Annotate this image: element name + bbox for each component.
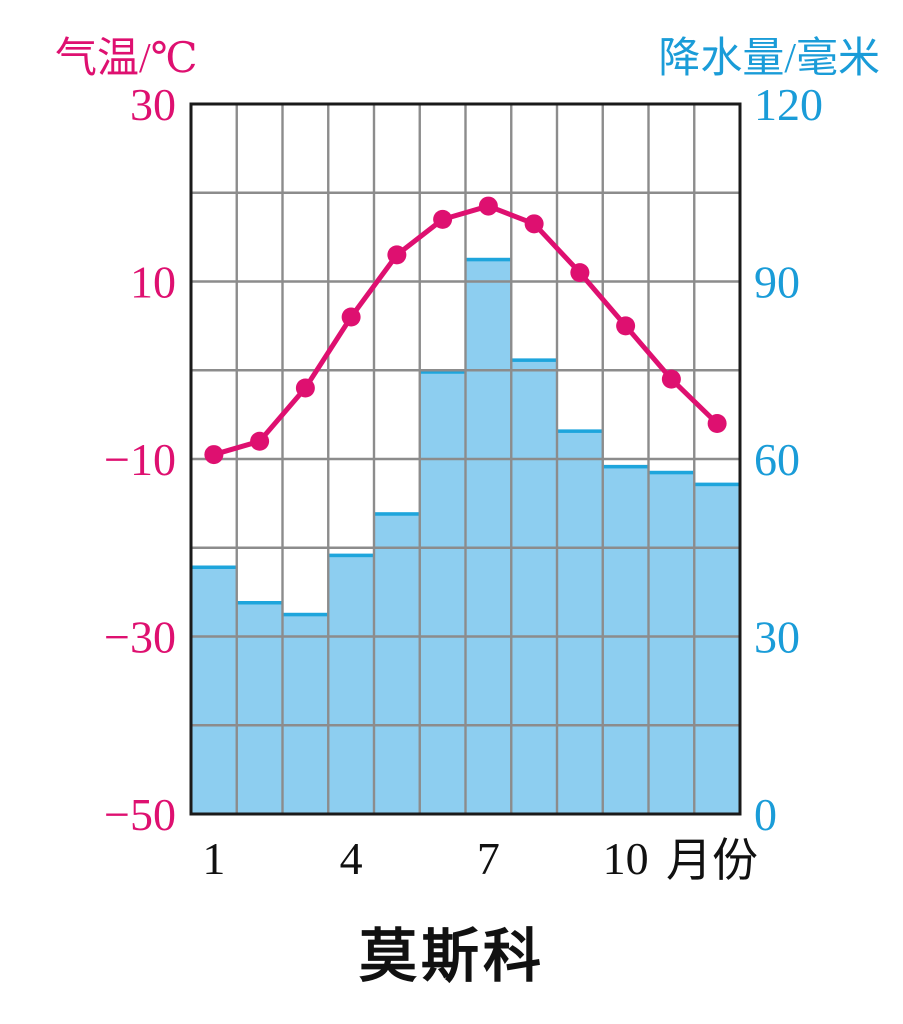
right-axis-tick-label: 30 xyxy=(754,612,800,663)
left-axis-tick-label: −30 xyxy=(104,612,176,663)
precip-bar-month-1 xyxy=(191,565,237,814)
temperature-point-month-12 xyxy=(707,414,727,433)
grid-lines xyxy=(191,104,740,814)
precip-bar-month-8 xyxy=(511,358,557,814)
temperature-point-month-9 xyxy=(570,263,590,283)
x-axis-tick-labels: 1 4 7 10 xyxy=(202,833,648,884)
temperature-point-month-8 xyxy=(524,214,544,234)
precip-bar-month-12 xyxy=(694,482,740,814)
temperature-point-month-3 xyxy=(295,378,315,398)
right-axis-tick-label: 90 xyxy=(754,257,800,308)
temperature-polyline xyxy=(211,203,720,458)
precip-bar-top-month-4 xyxy=(328,553,374,558)
right-axis-tick-label: 60 xyxy=(754,434,800,485)
temperature-line xyxy=(204,196,727,465)
precip-bar-month-10 xyxy=(602,464,649,814)
right-axis-title: 降水量/毫米 xyxy=(658,35,880,82)
plot-border xyxy=(189,102,742,816)
precip-bar-top-month-10 xyxy=(602,464,649,469)
precipitation-bars xyxy=(191,257,740,814)
precip-bar-top-month-11 xyxy=(648,470,695,475)
x-axis-tick-label: 4 xyxy=(340,833,363,884)
right-axis-tick-labels: 120 90 60 30 0 xyxy=(754,79,823,840)
precip-bar-top-month-12 xyxy=(694,482,740,487)
x-axis-tick-label: 7 xyxy=(477,833,500,884)
precip-bar-month-7 xyxy=(465,257,512,814)
temperature-point-month-11 xyxy=(661,369,681,389)
right-axis-tick-label: 120 xyxy=(754,79,823,130)
temperature-point-month-4 xyxy=(341,307,361,327)
temperature-point-month-2 xyxy=(250,431,270,451)
precip-bar-month-2 xyxy=(236,601,283,814)
right-axis-tick-label: 0 xyxy=(754,789,777,840)
temperature-point-month-1 xyxy=(204,445,224,465)
x-axis-tick-label: 10 xyxy=(603,833,649,884)
precip-bar-top-month-3 xyxy=(282,612,329,617)
left-axis-tick-label: 30 xyxy=(130,79,176,130)
left-axis-tick-label: 10 xyxy=(130,257,176,308)
chart-title: 莫斯科 xyxy=(359,924,545,989)
left-axis-title: 气温/℃ xyxy=(55,36,198,82)
x-axis-tick-label: 1 xyxy=(202,833,225,884)
left-axis-tick-label: −10 xyxy=(104,434,176,485)
precip-bar-month-11 xyxy=(648,470,695,814)
precip-bar-month-9 xyxy=(557,429,603,814)
precip-bar-top-month-2 xyxy=(236,601,283,605)
precip-bar-month-6 xyxy=(419,370,466,814)
left-axis-tick-label: −50 xyxy=(104,789,176,840)
precip-bar-month-5 xyxy=(374,512,420,814)
x-axis-title: 月份 xyxy=(666,835,758,886)
precip-bar-month-3 xyxy=(282,612,329,814)
temperature-point-month-6 xyxy=(433,209,453,229)
left-axis-tick-labels: 30 10 −10 −30 −50 xyxy=(104,79,176,840)
precip-bar-top-month-1 xyxy=(191,565,237,569)
precip-bar-top-month-9 xyxy=(557,429,603,433)
temperature-point-month-10 xyxy=(616,316,636,336)
precip-bar-top-month-6 xyxy=(419,370,466,374)
temperature-point-month-7 xyxy=(478,196,498,216)
precip-bar-top-month-7 xyxy=(465,257,512,262)
precip-bar-top-month-8 xyxy=(511,358,557,362)
precip-bar-month-4 xyxy=(328,553,374,814)
temperature-point-month-5 xyxy=(387,245,407,265)
precip-bar-top-month-5 xyxy=(374,512,420,516)
